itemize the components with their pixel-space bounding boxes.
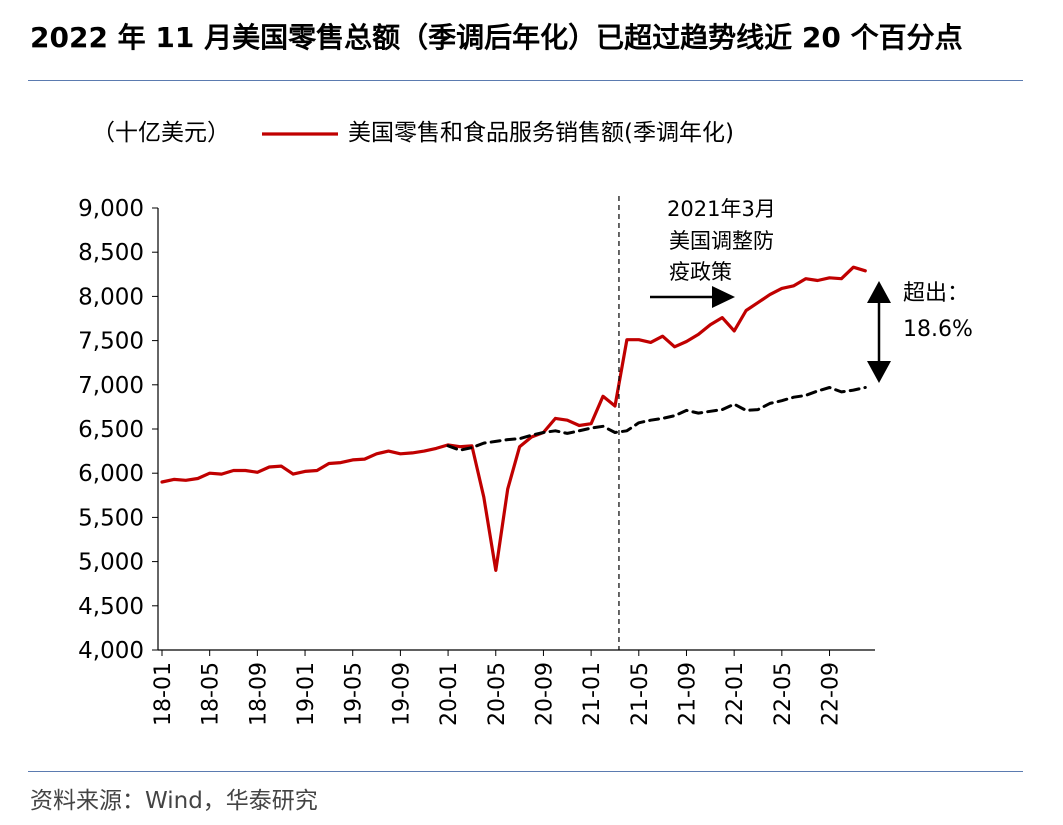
y-tick-label: 6,000 (78, 461, 144, 487)
chart-axes (157, 208, 875, 651)
y-tick-label: 9,000 (78, 196, 144, 222)
y-tick-label: 8,000 (78, 284, 144, 310)
retail-sales-line (160, 265, 867, 573)
trend-line (446, 386, 867, 452)
x-tick-label: 22-09 (819, 662, 844, 726)
y-tick-label: 5,500 (78, 505, 144, 531)
y-unit-label: （十亿美元） (92, 120, 230, 146)
y-tick-label: 4,000 (78, 638, 144, 664)
x-tick-label: 18-05 (199, 662, 224, 726)
x-tick-label: 20-09 (532, 662, 557, 726)
policy-label-line: 美国调整防 (669, 229, 774, 253)
y-tick-label: 7,500 (78, 329, 144, 355)
x-tick-label: 19-01 (294, 662, 319, 726)
x-tick-label: 18-09 (246, 662, 271, 726)
x-tick-label: 21-05 (628, 662, 653, 726)
x-tick-label: 22-05 (771, 662, 796, 726)
policy-label-line: 2021年3月 (667, 197, 776, 221)
source-divider (28, 771, 1023, 772)
x-tick-label: 20-05 (485, 662, 510, 726)
title-divider (28, 80, 1023, 81)
excess-value: 18.6% (903, 317, 973, 342)
policy-label-line: 疫政策 (669, 260, 732, 284)
chart-series (160, 265, 867, 573)
y-tick-label: 7,000 (78, 373, 144, 399)
source-note: 资料来源：Wind，华泰研究 (30, 788, 318, 814)
down-arrow-icon (867, 361, 891, 383)
x-tick-label: 22-01 (723, 662, 748, 726)
x-tick-label: 19-09 (389, 662, 414, 726)
x-tick-label: 21-09 (675, 662, 700, 726)
y-tick-label: 8,500 (78, 240, 144, 266)
x-tick-label: 19-05 (342, 662, 367, 726)
up-arrow-icon (867, 281, 891, 303)
y-tick-label: 6,500 (78, 417, 144, 443)
legend-label-retail: 美国零售和食品服务销售额(季调年化) (348, 120, 734, 146)
y-tick-label: 5,000 (78, 550, 144, 576)
y-tick-label: 4,500 (78, 594, 144, 620)
x-tick-label: 21-01 (580, 662, 605, 726)
x-tick-label: 20-01 (437, 662, 462, 726)
chart-ticks: 9,000 8,500 8,000 7,500 7,000 6,500 6,000 5,500… (78, 196, 843, 726)
chart-legend: （十亿美元） 美国零售和食品服务销售额(季调年化) (92, 120, 734, 146)
x-tick-label: 18-01 (151, 662, 176, 726)
excess-label: 超出： (903, 281, 969, 306)
chart-title: 2022 年 11 月美国零售总额（季调后年化）已超过趋势线近 20 个百分点 (30, 21, 963, 54)
right-arrow-icon (712, 286, 735, 308)
